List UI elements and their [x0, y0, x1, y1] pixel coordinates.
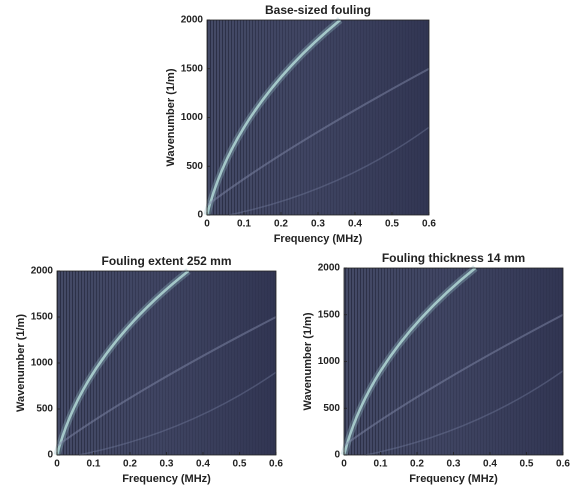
y-tick-label: 1500	[318, 309, 341, 320]
ridge	[342, 267, 477, 456]
y-tick-label: 1000	[181, 112, 204, 123]
x-tick-label: 0.2	[274, 219, 288, 230]
x-tick-label: 0.2	[123, 459, 137, 470]
y-tick-label: 2000	[31, 266, 54, 277]
x-axis-label: Frequency (MHz)	[409, 473, 498, 485]
chart-title: Fouling thickness 14 mm	[382, 251, 525, 265]
x-tick-label: 0.5	[520, 459, 534, 470]
x-tick-label: 0	[204, 219, 210, 230]
chart-title: Fouling extent 252 mm	[101, 254, 231, 268]
y-tick-label: 500	[36, 404, 53, 415]
ridge-tertiary	[78, 371, 277, 456]
y-tick-label: 0	[334, 450, 340, 461]
y-tick-label: 500	[323, 403, 340, 414]
x-tick-label: 0.6	[556, 459, 570, 470]
x-tick-label: 0.1	[87, 459, 101, 470]
y-axis-label: Wavenumber (1/m)	[302, 312, 314, 410]
x-tick-label: 0.3	[311, 219, 325, 230]
x-axis-label: Frequency (MHz)	[122, 473, 211, 485]
chart-title: Base-sized fouling	[265, 3, 371, 17]
heatmap-shade	[344, 268, 563, 455]
x-tick-label: 0.1	[237, 219, 251, 230]
y-tick-label: 2000	[181, 15, 204, 26]
x-tick-label: 0.3	[160, 459, 174, 470]
x-tick-label: 0.4	[348, 219, 362, 230]
y-axis-label: Wavenumber (1/m)	[165, 68, 177, 166]
heatmap-shade	[207, 20, 429, 215]
x-tick-label: 0.4	[196, 459, 210, 470]
x-tick-label: 0.5	[385, 219, 399, 230]
ridge-secondary	[56, 316, 277, 447]
y-tick-label: 1500	[181, 63, 204, 74]
x-tick-label: 0.6	[422, 219, 436, 230]
ridge	[205, 19, 341, 216]
ridge	[55, 270, 190, 456]
x-tick-label: 0	[341, 459, 347, 470]
x-tick-label: 0	[54, 459, 60, 470]
ridge-secondary	[343, 313, 564, 447]
ridge-tertiary	[365, 370, 564, 456]
x-tick-label: 0.1	[374, 459, 388, 470]
y-tick-label: 0	[197, 210, 203, 221]
ridge-secondary	[206, 67, 430, 207]
x-tick-label: 0.3	[447, 459, 461, 470]
y-tick-label: 500	[186, 161, 203, 172]
y-tick-label: 1000	[31, 358, 54, 369]
x-tick-label: 0.4	[483, 459, 497, 470]
x-axis-label: Frequency (MHz)	[274, 233, 363, 245]
y-tick-label: 1000	[318, 356, 341, 367]
x-tick-label: 0.2	[410, 459, 424, 470]
y-tick-label: 1500	[31, 312, 54, 323]
y-tick-label: 0	[47, 450, 53, 461]
x-tick-label: 0.6	[269, 459, 283, 470]
y-axis-label: Wavenumber (1/m)	[15, 314, 27, 412]
ridge-tertiary	[229, 126, 430, 216]
x-tick-label: 0.5	[233, 459, 247, 470]
heatmap-shade	[57, 271, 276, 455]
y-tick-label: 2000	[318, 263, 341, 274]
